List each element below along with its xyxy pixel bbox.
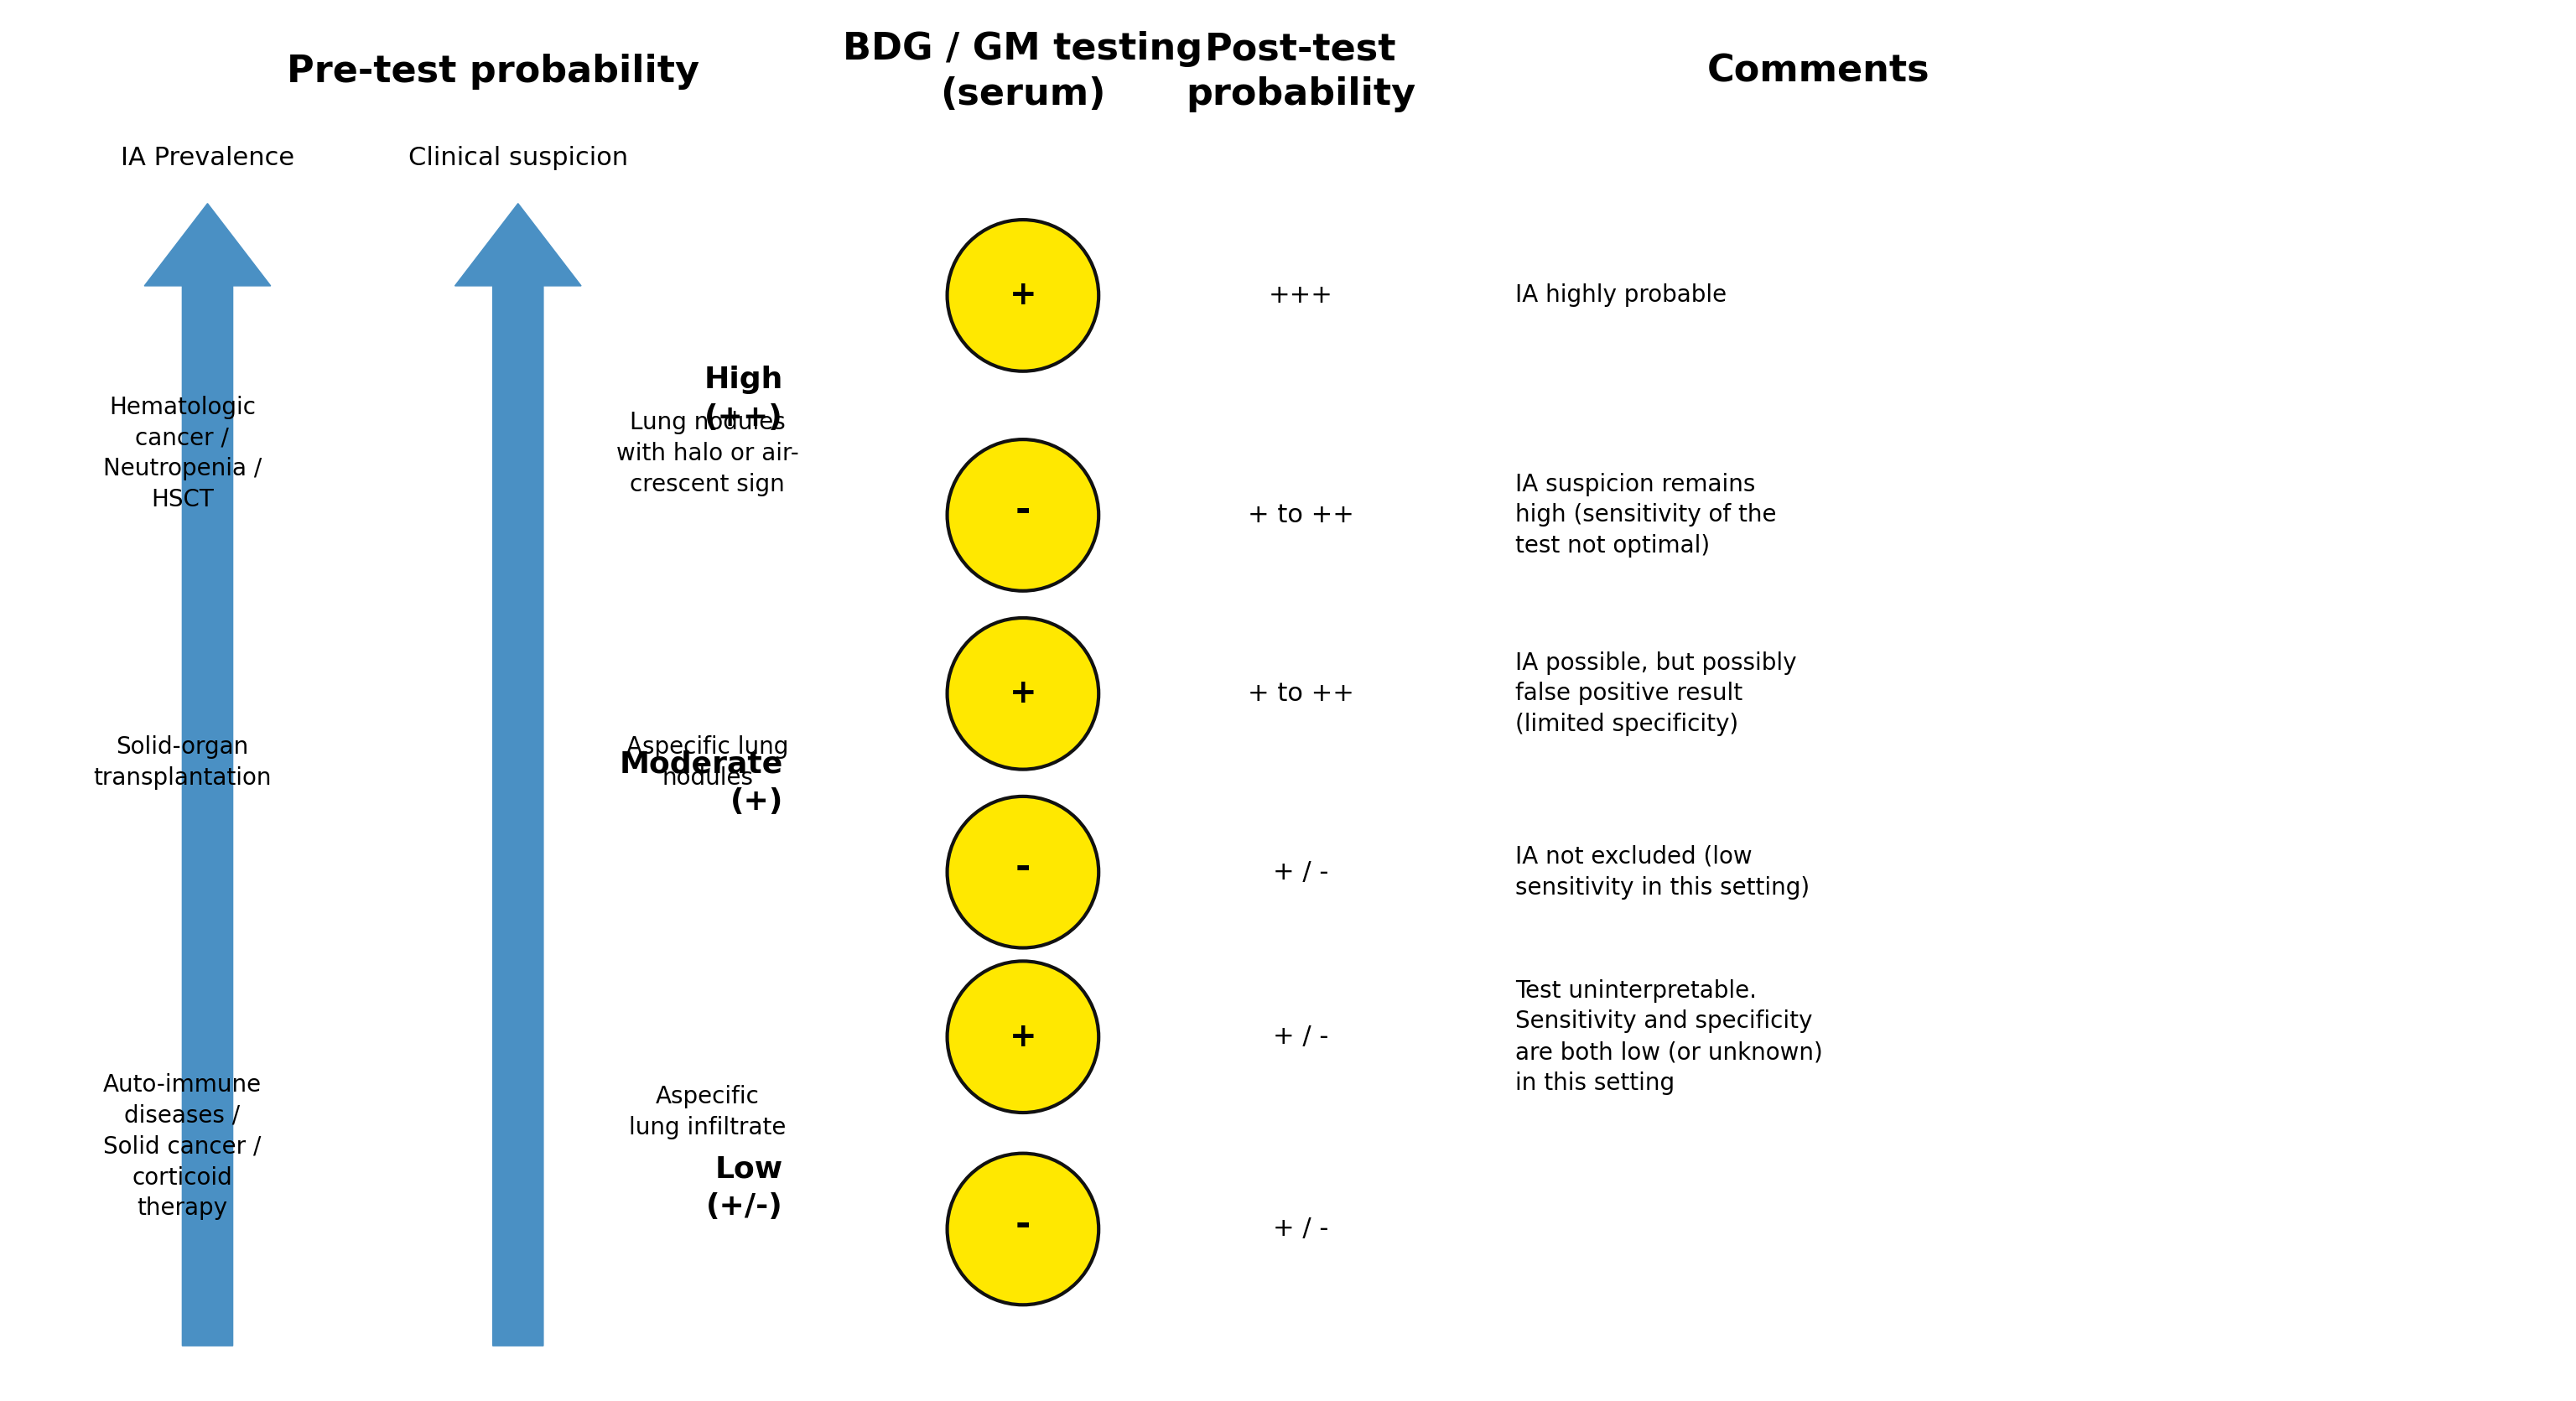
Text: IA possible, but possibly
false positive result
(limited specificity): IA possible, but possibly false positive… (1515, 651, 1795, 737)
Text: +: + (1010, 280, 1036, 311)
Text: + / -: + / - (1273, 1024, 1329, 1049)
Ellipse shape (948, 220, 1097, 371)
Text: + / -: + / - (1273, 1217, 1329, 1241)
Text: + to ++: + to ++ (1247, 503, 1355, 527)
Text: +: + (1010, 1021, 1036, 1052)
Text: Moderate
(+): Moderate (+) (618, 750, 783, 815)
FancyArrow shape (456, 203, 582, 1346)
Text: Lung nodules
with halo or air-
crescent sign: Lung nodules with halo or air- crescent … (616, 410, 799, 496)
Text: Hematologic
cancer /
Neutropenia /
HSCT: Hematologic cancer / Neutropenia / HSCT (103, 395, 263, 511)
Text: IA highly probable: IA highly probable (1515, 284, 1726, 307)
Ellipse shape (948, 796, 1097, 948)
Text: IA Prevalence: IA Prevalence (121, 146, 294, 171)
Text: Post-test
probability: Post-test probability (1185, 31, 1417, 112)
Text: + to ++: + to ++ (1247, 681, 1355, 706)
Text: -: - (1015, 1206, 1030, 1243)
Text: +: + (1010, 678, 1036, 709)
Text: High
(++): High (++) (703, 366, 783, 432)
Text: Comments: Comments (1708, 53, 1929, 90)
Text: Solid-organ
transplantation: Solid-organ transplantation (93, 736, 270, 789)
Text: Pre-test probability: Pre-test probability (286, 53, 698, 90)
Text: BDG / GM testing
(serum): BDG / GM testing (serum) (842, 31, 1203, 112)
Text: +++: +++ (1267, 283, 1332, 308)
Ellipse shape (948, 1153, 1097, 1304)
Text: IA not excluded (low
sensitivity in this setting): IA not excluded (low sensitivity in this… (1515, 845, 1808, 899)
Text: Test uninterpretable.
Sensitivity and specificity
are both low (or unknown)
in t: Test uninterpretable. Sensitivity and sp… (1515, 979, 1824, 1096)
Text: Clinical suspicion: Clinical suspicion (407, 146, 629, 171)
Text: Aspecific lung
nodules: Aspecific lung nodules (626, 736, 788, 789)
Text: -: - (1015, 850, 1030, 885)
Text: IA suspicion remains
high (sensitivity of the
test not optimal): IA suspicion remains high (sensitivity o… (1515, 472, 1777, 558)
Text: Aspecific
lung infiltrate: Aspecific lung infiltrate (629, 1086, 786, 1139)
Text: Low
(+/-): Low (+/-) (706, 1154, 783, 1220)
Ellipse shape (948, 618, 1097, 769)
Ellipse shape (948, 961, 1097, 1112)
Ellipse shape (948, 440, 1097, 591)
FancyArrow shape (144, 203, 270, 1346)
Text: Auto-immune
diseases /
Solid cancer /
corticoid
therapy: Auto-immune diseases / Solid cancer / co… (103, 1073, 263, 1220)
Text: -: - (1015, 493, 1030, 530)
Text: + / -: + / - (1273, 860, 1329, 884)
